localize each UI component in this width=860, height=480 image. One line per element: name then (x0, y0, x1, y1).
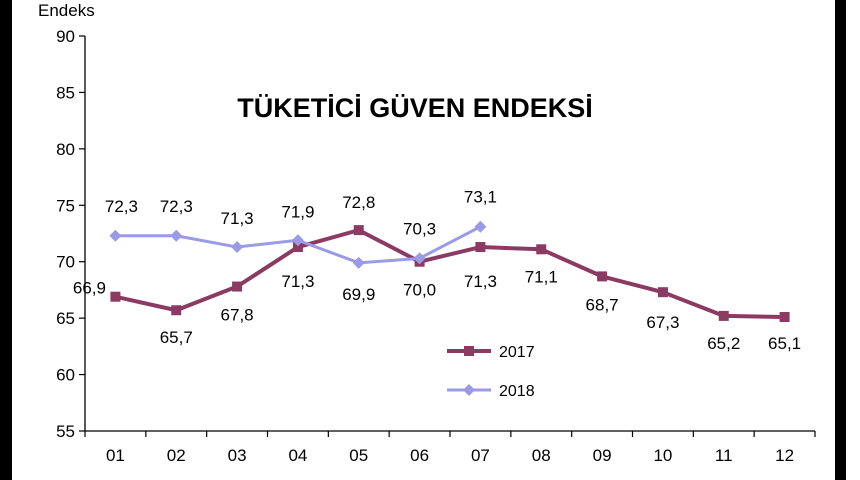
y-tick-label: 85 (56, 83, 75, 102)
data-point-2017 (353, 225, 364, 236)
y-tick-label: 80 (56, 140, 75, 159)
x-tick-label: 01 (106, 446, 125, 465)
series-line-2017 (114, 228, 785, 320)
data-label-2017: 65,2 (707, 334, 740, 353)
data-point-2017 (597, 271, 608, 282)
y-tick-label: 90 (56, 27, 75, 46)
data-label-2017: 70,0 (403, 281, 436, 300)
data-label-2017: 66,9 (73, 279, 106, 298)
data-point-2018 (413, 252, 426, 265)
data-point-2017 (110, 291, 121, 302)
x-tick-label: 07 (471, 446, 490, 465)
legend-marker-2018 (463, 384, 475, 396)
data-label-2017: 72,8 (342, 193, 375, 212)
legend: 2017 2018 (447, 344, 535, 400)
data-point-2018 (352, 256, 365, 269)
y-tick-label: 60 (56, 366, 75, 385)
x-tick-label: 05 (349, 446, 368, 465)
data-point-2018 (170, 229, 183, 242)
legend-marker-2017 (464, 346, 474, 356)
x-tick-label: 09 (593, 446, 612, 465)
axes: 55 60 65 70 75 80 85 90 01 02 03 04 05 06 07 08 09 10 11 12 (56, 27, 816, 465)
data-point-2017 (475, 242, 486, 253)
x-tick-label: 06 (410, 446, 429, 465)
data-label-2018: 71,9 (281, 202, 314, 221)
x-tick-label: 08 (532, 446, 551, 465)
left-border (0, 0, 12, 480)
data-label-2017: 67,8 (221, 306, 254, 325)
data-label-2017: 71,3 (281, 272, 314, 291)
data-point-2017 (232, 281, 243, 292)
right-border (835, 0, 846, 480)
x-tick-label: 03 (228, 446, 247, 465)
data-point-2017 (657, 287, 668, 298)
data-label-2017: 65,1 (768, 334, 801, 353)
x-tick-label: 12 (775, 446, 794, 465)
data-label-2017: 68,7 (586, 295, 619, 314)
y-tick-label: 70 (56, 253, 75, 272)
chart-title: TÜKETİCİ GÜVEN ENDEKSİ (237, 93, 593, 123)
data-label-2017: 71,3 (464, 272, 497, 291)
data-label-2018: 71,3 (221, 209, 254, 228)
series-layer: 66,9 65,7 67,8 71,3 72,8 70,0 71,3 71,1 68,7 67,3… (73, 188, 801, 353)
data-label-2018: 70,3 (403, 219, 436, 238)
data-point-2018 (109, 229, 122, 242)
data-point-2017 (718, 310, 729, 321)
y-tick-label: 75 (56, 196, 75, 215)
y-tick-label: 65 (56, 309, 75, 328)
data-point-2018 (474, 220, 487, 233)
legend-label-2017: 2017 (499, 344, 535, 361)
data-point-2017 (171, 305, 182, 316)
data-label-2018: 69,9 (342, 285, 375, 304)
data-label-2018: 73,1 (464, 188, 497, 207)
data-point-2017 (536, 244, 547, 255)
data-label-2018: 72,3 (105, 197, 138, 216)
y-axis-label: Endeks (38, 1, 95, 20)
legend-label-2018: 2018 (499, 383, 535, 400)
x-tick-label: 11 (715, 446, 733, 465)
data-label-2018: 72,3 (160, 197, 193, 216)
data-label-2017: 67,3 (646, 313, 679, 332)
data-label-2017: 65,7 (160, 328, 193, 347)
data-point-2018 (231, 241, 244, 254)
data-label-2017: 71,1 (525, 267, 558, 286)
data-point-2017 (779, 312, 790, 323)
x-tick-label: 10 (653, 446, 672, 465)
data-point-2017 (292, 242, 303, 253)
y-tick-label: 55 (56, 422, 75, 441)
data-point-2018 (291, 234, 304, 247)
x-tick-label: 02 (167, 446, 186, 465)
x-tick-label: 04 (288, 446, 307, 465)
